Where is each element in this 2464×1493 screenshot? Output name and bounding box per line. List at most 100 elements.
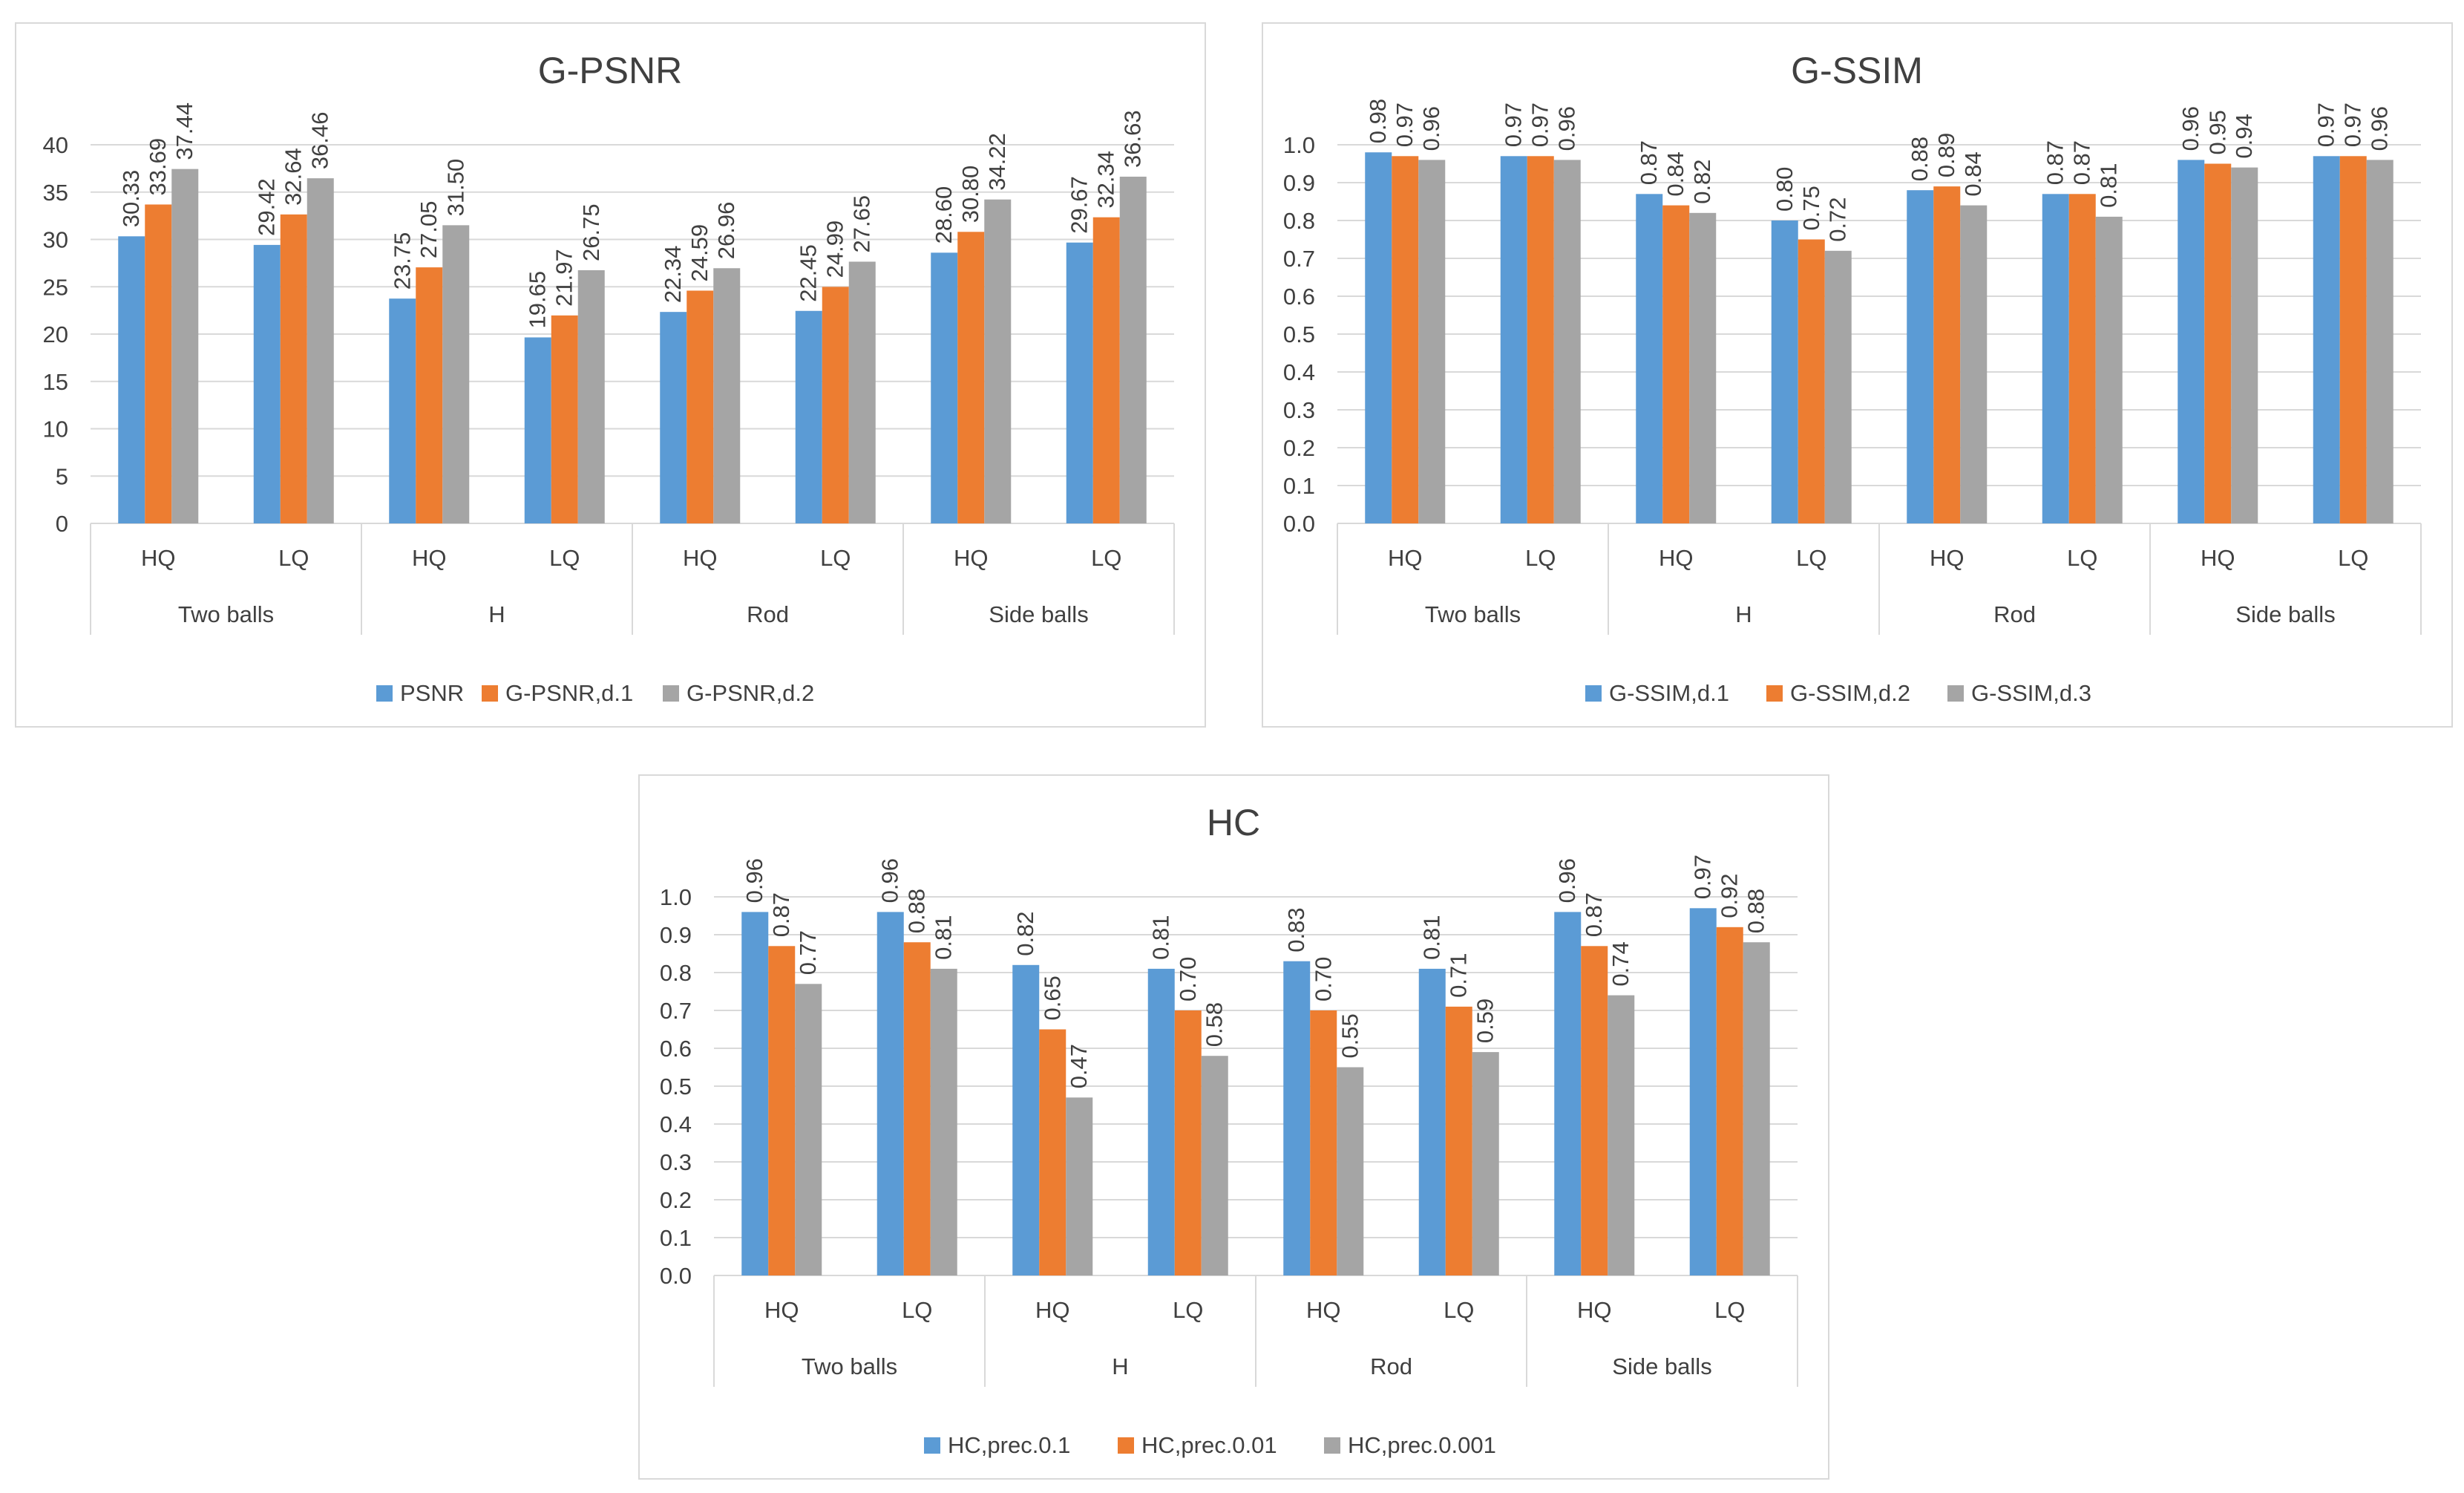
bar-HC,prec.0.001	[1337, 1067, 1364, 1275]
data-label: 0.80	[1772, 167, 1798, 212]
data-label: 0.87	[768, 892, 794, 937]
y-tick-label: 0.8	[1283, 208, 1315, 234]
data-label: 0.96	[1554, 106, 1580, 151]
bar-G-SSIM,d.2	[2204, 163, 2232, 523]
x-category-label: HQ	[1930, 545, 1965, 571]
g-psnr-chart-panel: G-PSNR 0 5 10 15 20 25 30 35 40 HQ LQ HQ LQ HQ LQ HQ LQ Tw…	[15, 22, 1206, 728]
x-category-label: HQ	[1577, 1297, 1612, 1323]
data-label: 0.88	[904, 889, 930, 933]
bar-G-PSNR,d.2	[1119, 176, 1147, 523]
y-tick-label: 25	[43, 274, 68, 300]
data-label: 0.97	[1392, 102, 1418, 147]
y-tick-label: 0.3	[660, 1149, 692, 1175]
y-tick-label: 0	[56, 511, 68, 537]
bar-HC,prec.0.01	[1581, 946, 1608, 1275]
x-group-label: Rod	[1993, 601, 2036, 627]
bar-G-PSNR,d.2	[307, 178, 334, 523]
data-label: 0.74	[1608, 941, 1634, 986]
data-label: 29.42	[254, 178, 280, 236]
bar-G-PSNR,d.1	[957, 232, 985, 523]
bar-HC,prec.0.1	[1147, 968, 1175, 1275]
data-label: 30.80	[957, 166, 983, 223]
data-label: 21.97	[551, 249, 577, 307]
data-label: 0.92	[1717, 873, 1743, 918]
x-group-label: H	[1112, 1353, 1128, 1379]
data-label: 0.88	[1743, 889, 1769, 933]
data-label: 37.44	[171, 102, 197, 160]
legend-label: HC,prec.0.001	[1348, 1432, 1496, 1458]
legend-label: PSNR	[400, 680, 464, 706]
x-category-label: LQ	[1444, 1297, 1474, 1323]
bar-G-SSIM,d.3	[2095, 216, 2123, 523]
bar-G-SSIM,d.3	[1553, 160, 1581, 523]
data-label: 0.87	[1636, 140, 1662, 185]
data-label: 0.96	[741, 858, 767, 903]
data-label: 0.59	[1472, 999, 1498, 1043]
y-tick-label: 0.4	[1283, 359, 1315, 385]
legend-swatch	[376, 685, 393, 702]
data-label: 0.81	[931, 915, 957, 960]
g-ssim-chart: G-SSIM 0.0 0.1 0.2 0.3 0.4 0.5 0.6 0.7 0.8 0.9 1.0 H…	[1283, 50, 2422, 706]
x-category-label: LQ	[1525, 545, 1556, 571]
y-tick-label: 0.4	[660, 1111, 692, 1137]
bar-G-PSNR,d.1	[822, 287, 849, 523]
bar-HC,prec.0.001	[1608, 995, 1635, 1275]
y-tick-label: 30	[43, 227, 68, 253]
bar-G-PSNR,d.1	[416, 267, 443, 523]
bar-G-SSIM,d.2	[2068, 194, 2096, 523]
data-label: 0.70	[1175, 957, 1201, 1002]
bar-G-PSNR,d.2	[713, 268, 741, 523]
x-category-label: LQ	[1173, 1297, 1203, 1323]
bar-G-PSNR,d.2	[848, 261, 876, 523]
x-category-label: LQ	[1091, 545, 1121, 571]
bar-G-SSIM,d.3	[2366, 160, 2393, 523]
x-group-label: Side balls	[1612, 1353, 1711, 1379]
bar-PSNR	[795, 310, 822, 523]
data-label: 0.58	[1202, 1002, 1228, 1047]
data-label: 0.81	[1148, 915, 1174, 960]
bar-HC,prec.0.01	[768, 946, 796, 1275]
y-tick-label: 0.6	[660, 1036, 692, 1062]
data-label: 0.77	[795, 930, 821, 975]
y-tick-label: 0.3	[1283, 397, 1315, 423]
x-category-label: HQ	[412, 545, 447, 571]
bar-G-PSNR,d.1	[280, 214, 307, 523]
bar-G-SSIM,d.1	[2313, 156, 2340, 524]
data-label: 29.67	[1066, 176, 1092, 234]
x-category-label: HQ	[1659, 545, 1694, 571]
data-label: 0.87	[2069, 140, 2095, 185]
x-category-label: HQ	[764, 1297, 799, 1323]
data-label: 27.05	[416, 201, 442, 259]
x-category-label: LQ	[278, 545, 309, 571]
x-category-label: HQ	[2201, 545, 2235, 571]
data-label: 0.89	[1933, 133, 1959, 177]
bar-HC,prec.0.1	[1689, 908, 1717, 1275]
hc-chart: HC 0.0 0.1 0.2 0.3 0.4 0.5 0.6 0.7 0.8 0.9 1.0 HQ LQ H…	[660, 802, 1798, 1458]
bar-G-SSIM,d.2	[1392, 156, 1419, 524]
bar-HC,prec.0.001	[1472, 1052, 1499, 1275]
y-tick-label: 0.1	[660, 1225, 692, 1251]
y-tick-label: 0.9	[1283, 170, 1315, 196]
chart-title: HC	[1207, 802, 1260, 843]
bar-G-SSIM,d.1	[1500, 156, 1527, 524]
x-group-label: H	[1735, 601, 1752, 627]
bar-HC,prec.0.001	[1066, 1097, 1093, 1275]
bar-G-SSIM,d.2	[1662, 205, 1690, 523]
data-label: 0.95	[2204, 110, 2230, 154]
data-label: 0.96	[2178, 106, 2203, 151]
bar-HC,prec.0.01	[1310, 1010, 1337, 1275]
data-label: 0.47	[1066, 1044, 1092, 1088]
x-category-label: LQ	[2067, 545, 2097, 571]
legend-swatch	[1947, 685, 1964, 702]
y-tick-label: 1.0	[660, 884, 692, 910]
data-label: 0.96	[2367, 106, 2393, 151]
bar-HC,prec.0.1	[1418, 968, 1446, 1275]
y-tick-label: 15	[43, 369, 68, 395]
data-label: 22.45	[796, 244, 822, 302]
data-label: 30.33	[118, 170, 144, 228]
legend-label: G-PSNR,d.1	[505, 680, 633, 706]
chart-title: G-SSIM	[1791, 50, 1923, 91]
x-category-label: LQ	[2338, 545, 2368, 571]
x-category-label: LQ	[549, 545, 580, 571]
legend-swatch	[1766, 685, 1783, 702]
